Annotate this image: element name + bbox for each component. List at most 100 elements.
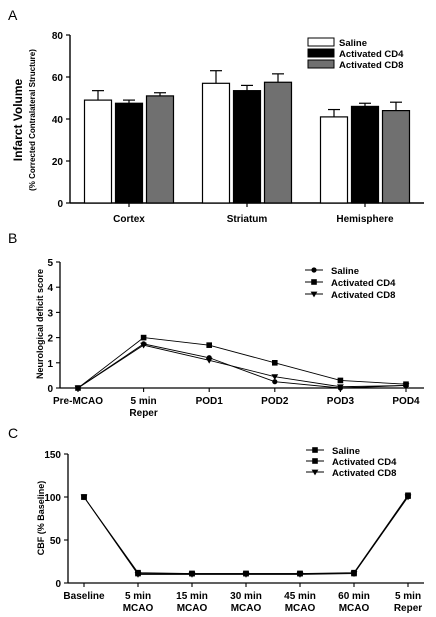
panel-c-category-label: 15 min MCAO (176, 591, 208, 614)
panel-b-category-label-line: Pre-MCAO (53, 396, 103, 407)
panel-c-category-label-line: 30 min (230, 591, 262, 602)
panel-a-legend-swatch (307, 37, 335, 47)
panel-c-category-label-line: MCAO (339, 603, 370, 614)
panel-c-category-label-line: 5 min (395, 591, 421, 602)
panel-c-series-line (83, 496, 409, 575)
panel-b-category-label: POD3 (327, 396, 355, 407)
panel-b-category-label-line: POD2 (261, 396, 289, 407)
panel-b-category-label-line: POD1 (196, 396, 224, 407)
panel-c-ylabel: CBF (% Baseline) (36, 481, 46, 556)
panel-b-data-point (402, 383, 410, 389)
panel-a-bar (114, 102, 144, 204)
panel-b-series-line (77, 343, 407, 389)
panel-c-category-label: 5 min MCAO (123, 591, 154, 614)
panel-b: B Neurological deficit score 0 1 2 3 4 5 Pre-M… (8, 230, 424, 419)
panel-b-y-tick-label: 0 (47, 384, 53, 395)
panel-b-category-label-line: POD3 (327, 396, 355, 407)
panel-c-category-label: 45 min MCAO (284, 591, 316, 614)
panel-a-legend-swatch (307, 59, 335, 69)
panel-c-y-tick-label: 150 (44, 450, 61, 461)
panel-c-letter: C (8, 425, 18, 441)
panel-b-data-point (337, 377, 344, 384)
panel-c-data-point (134, 572, 142, 578)
panel-b-data-point (272, 379, 278, 385)
panel-c-data-point (296, 572, 304, 578)
panel-a-y-tick-label: 0 (57, 199, 63, 210)
panel-c-category-label-line: MCAO (285, 603, 316, 614)
panel-a-bar (319, 116, 349, 204)
panel-b-category-label-line: 5 min (131, 396, 157, 407)
panel-c-data-point (350, 571, 358, 577)
panel-b-data-point (337, 384, 344, 391)
panel-c-y-tick-label: 50 (50, 536, 62, 547)
panel-b-category-label-line: POD4 (392, 396, 420, 407)
panel-a-y-tick-label: 20 (52, 157, 64, 168)
panel-b-legend-marker (311, 267, 317, 273)
panel-b-category-label: POD4 (392, 396, 420, 407)
panel-b-letter: B (8, 230, 17, 246)
panel-a-category-label: Striatum (227, 214, 268, 225)
panel-a-bar (83, 99, 113, 204)
panel-b-legend-label: Activated CD4 (331, 278, 396, 289)
panel-c: C CBF (% Baseline) 0 50 100 150 Baseline 5 mi… (8, 425, 424, 614)
panel-c-category-label-line: MCAO (123, 603, 154, 614)
panel-c-category-label: Baseline (63, 591, 105, 602)
panel-b-data-point (140, 334, 147, 341)
panel-b-data-point (272, 360, 278, 366)
panel-b-y-tick-label: 1 (47, 359, 53, 370)
panel-b-category-label-line: Reper (129, 408, 157, 419)
panel-b-y-tick-label: 2 (47, 334, 53, 345)
panel-a-legend-label: Saline (339, 38, 367, 49)
panel-c-legend-label: Saline (332, 446, 360, 457)
panel-c-category-label-line: Reper (394, 603, 422, 614)
panel-b-y-tick-label: 4 (47, 283, 53, 294)
panel-c-y-tick-label: 0 (55, 579, 61, 590)
panel-c-category-label-line: MCAO (231, 603, 262, 614)
panel-a-y-tick-label: 60 (52, 73, 64, 84)
panel-c-legend-marker (312, 458, 318, 464)
panel-a-bar (263, 81, 293, 204)
panel-c-category-label: 30 min MCAO (230, 591, 262, 614)
panel-b-series-line (77, 344, 407, 389)
panel-a-category-label: Cortex (113, 214, 145, 225)
panel-c-series-line (83, 495, 409, 574)
panel-c-category-label-line: 60 min (338, 591, 370, 602)
panel-c-y-tick-label: 100 (44, 493, 61, 504)
panel-b-y-tick-label: 5 (47, 258, 53, 269)
panel-c-category-label-line: Baseline (63, 591, 105, 602)
panel-b-series-line (77, 337, 407, 389)
panel-c-series-line (83, 495, 409, 574)
panel-a-legend-label: Activated CD4 (339, 49, 404, 60)
panel-b-category-label: 5 min Reper (129, 396, 157, 419)
panel-c-category-label-line: 15 min (176, 591, 208, 602)
panel-c-legend-label: Activated CD4 (332, 457, 397, 468)
panel-a-bar (350, 105, 380, 204)
panel-b-y-tick-label: 3 (47, 308, 53, 319)
panel-a-bar (201, 82, 231, 204)
panel-a-bar (381, 109, 411, 204)
panel-c-category-label-line: 5 min (125, 591, 151, 602)
panel-b-ylabel: Neurological deficit score (35, 269, 45, 379)
panel-c-category-label: 60 min MCAO (338, 591, 370, 614)
panel-b-data-point (205, 357, 213, 364)
panel-b-category-label: POD2 (261, 396, 289, 407)
panel-c-category-label: 5 min Reper (394, 591, 422, 614)
panel-c-data-point (80, 494, 88, 501)
panel-c-data-point (404, 494, 412, 501)
panel-a-letter: A (8, 7, 18, 23)
panel-a-legend-label: Activated CD8 (339, 60, 403, 71)
panel-c-category-label-line: MCAO (177, 603, 208, 614)
panel-c-legend-label: Activated CD8 (332, 468, 396, 479)
panel-b-legend-marker (311, 279, 317, 285)
panel-b-category-label: Pre-MCAO (53, 396, 103, 407)
panel-b-legend-label: Saline (331, 266, 359, 277)
panel-c-category-label-line: 45 min (284, 591, 316, 602)
panel-a-ylabel: Infarct Volume (11, 78, 25, 161)
panel-c-legend-marker (311, 469, 319, 476)
panel-a-bar (145, 95, 175, 204)
panel-a: A Infarct Volume (% Corrected Contralate… (8, 7, 424, 225)
panel-a-y-tick-label: 80 (52, 31, 64, 42)
panel-b-data-point (140, 342, 147, 349)
panel-c-legend-marker (312, 447, 318, 453)
